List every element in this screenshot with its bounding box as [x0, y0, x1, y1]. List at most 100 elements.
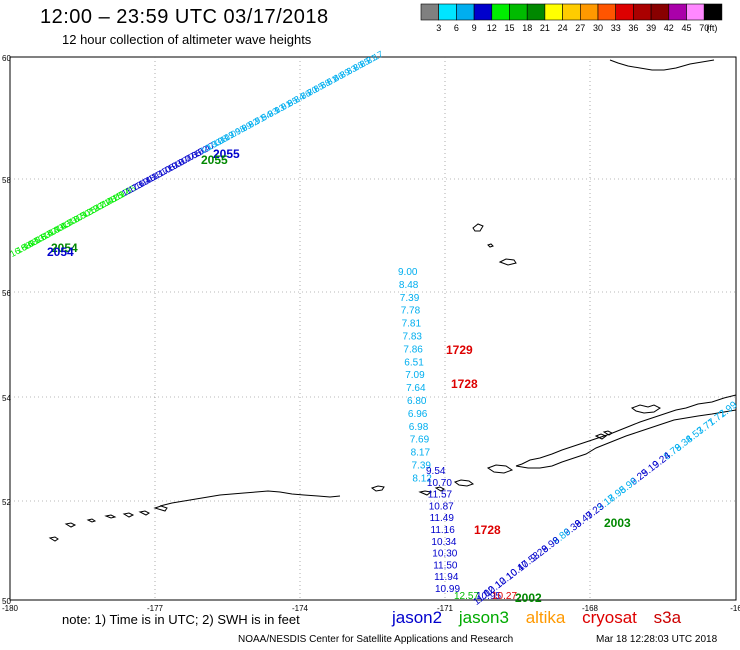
- wave-height-label: 7.81: [402, 319, 422, 330]
- wave-height-label: 7.09: [405, 370, 425, 381]
- coastline-andreanof-islands: [48, 505, 168, 542]
- scale-swatch: [544, 3, 563, 21]
- scale-label: 21: [540, 23, 550, 33]
- scale-label: 33: [611, 23, 621, 33]
- map-frame: [9, 56, 737, 601]
- latitude-tick-label: 58: [2, 176, 11, 185]
- wave-height-label: 10.70: [427, 478, 452, 489]
- scale-swatch: [420, 3, 440, 21]
- scale-label: 9: [472, 23, 477, 33]
- longitude-tick-label: -16: [730, 604, 740, 613]
- scale-swatch: [597, 3, 617, 21]
- satellite-jason2: jason2: [392, 608, 443, 627]
- wave-height-label: 7.83: [403, 332, 423, 343]
- altimeter-track-northwest: 16.8816.4816.1315.8315.4715.3314.8314.73…: [8, 49, 384, 259]
- longitude-tick-label: -171: [437, 604, 454, 613]
- scale-swatch: [633, 3, 652, 21]
- color-scale: 3 6 9 12 15 18 21 24 27 30 33 36 39 42 45 70(ft): [420, 3, 723, 33]
- scale-label: 70: [699, 23, 709, 33]
- scale-label: 18: [522, 23, 532, 33]
- satellite-jason3: jason3: [458, 608, 509, 627]
- wave-height-label: 12.57: [454, 591, 479, 602]
- coastline-peninsula-south: [515, 409, 737, 469]
- satellite-altika: altika: [525, 608, 566, 627]
- wave-height-label: 7.64: [406, 383, 426, 394]
- page-subtitle: 12 hour collection of altimeter wave hei…: [62, 32, 312, 47]
- scale-swatch: [491, 3, 510, 21]
- scale-unit: (ft): [706, 23, 717, 33]
- coastline-pribilof-1: [472, 223, 484, 232]
- wave-height-label: 8.17: [365, 49, 385, 66]
- coastline-kodiak-area: [630, 404, 661, 414]
- pass-time-label: 2002: [515, 591, 542, 605]
- scale-label: 36: [628, 23, 638, 33]
- satellite-cryosat: cryosat: [582, 608, 637, 627]
- coastline-pribilof-3: [487, 243, 494, 248]
- coastline-pribilof-2: [498, 258, 517, 266]
- scale-swatch: [668, 3, 687, 21]
- credit-line: NOAA/NESDIS Center for Satellite Applica…: [238, 634, 514, 645]
- coastline-fox-islands: [418, 486, 445, 496]
- scale-swatch: [562, 3, 581, 21]
- scale-swatch: [615, 3, 634, 21]
- pass-time-label: 2003: [604, 516, 631, 530]
- wave-height-label: 7.86: [403, 344, 423, 355]
- coastline-andreanof: [159, 490, 341, 507]
- scale-swatch: [703, 3, 723, 21]
- scale-label: 24: [558, 23, 568, 33]
- wave-height-label: 6.98: [409, 422, 429, 433]
- coastline-unimak: [486, 464, 514, 474]
- wave-height-label: 8.17: [411, 448, 431, 459]
- coastline-alaska-peninsula: [515, 394, 737, 467]
- scale-label: 6: [454, 23, 459, 33]
- scale-swatch: [473, 3, 493, 21]
- wave-height-label: 6.80: [407, 396, 427, 407]
- wave-height-label: 11.57: [428, 490, 453, 501]
- altimeter-track-diagonal: 7.997.727.718.538.348.799.249.199.258.96…: [472, 399, 740, 607]
- latitude-tick-label: 56: [2, 289, 11, 298]
- wave-height-label: 7.39: [412, 461, 432, 472]
- longitude-tick-label: -180: [2, 604, 19, 613]
- latitude-tick-label: 54: [2, 394, 11, 403]
- wave-height-label: 10.87: [429, 501, 454, 512]
- scale-label: 42: [664, 23, 674, 33]
- coastline-shumagin: [594, 430, 613, 440]
- scale-swatch: [509, 3, 528, 21]
- map-grid: [10, 57, 736, 600]
- wave-height-label: 10.95: [476, 591, 501, 602]
- scale-label: 30: [593, 23, 603, 33]
- pass-time-label: 2055: [213, 147, 240, 161]
- wave-height-label: 11.49: [430, 513, 455, 524]
- longitude-tick-label: -168: [582, 604, 599, 613]
- scale-label: 45: [681, 23, 691, 33]
- wave-height-label: 10.99: [435, 584, 460, 595]
- scale-swatch: [686, 3, 705, 21]
- wave-height-label: 7.69: [410, 435, 430, 446]
- wave-height-label: 6.51: [404, 357, 424, 368]
- wave-height-label: 6.96: [408, 409, 428, 420]
- latitude-tick-label: 52: [2, 498, 11, 507]
- wave-height-label: 10.27: [492, 591, 517, 602]
- page-title: 12:00 – 23:59 UTC 03/17/2018: [40, 6, 329, 28]
- pass-time-label: 2054: [51, 241, 78, 255]
- wave-height-label: 11.50: [433, 560, 458, 571]
- wave-height-label: 11.16: [431, 525, 456, 536]
- wave-height-label: 11.94: [434, 572, 459, 583]
- scale-label: 12: [487, 23, 497, 33]
- scale-swatch: [650, 3, 670, 21]
- scale-label: 27: [575, 23, 585, 33]
- pass-time-label: 1729: [446, 343, 473, 357]
- wave-height-label: 10.30: [432, 549, 457, 560]
- coastlines: [48, 59, 737, 542]
- coastline-unalaska: [453, 479, 475, 487]
- scale-label: 39: [646, 23, 656, 33]
- latitude-tick-label: 50: [2, 597, 11, 606]
- latitude-tick-label: 60: [2, 54, 11, 63]
- satellite-legend: jason2 jason3 altika cryosat s3a: [392, 608, 693, 628]
- altimeter-tracks: 9.00 8.48 7.39 7.78 7.81 7.837.86 6.51 7.09 7.64…: [398, 267, 517, 602]
- pass-time-label: 1728: [451, 377, 478, 391]
- wave-height-label: 8.48: [399, 280, 419, 291]
- wave-height-label: 10.34: [431, 537, 456, 548]
